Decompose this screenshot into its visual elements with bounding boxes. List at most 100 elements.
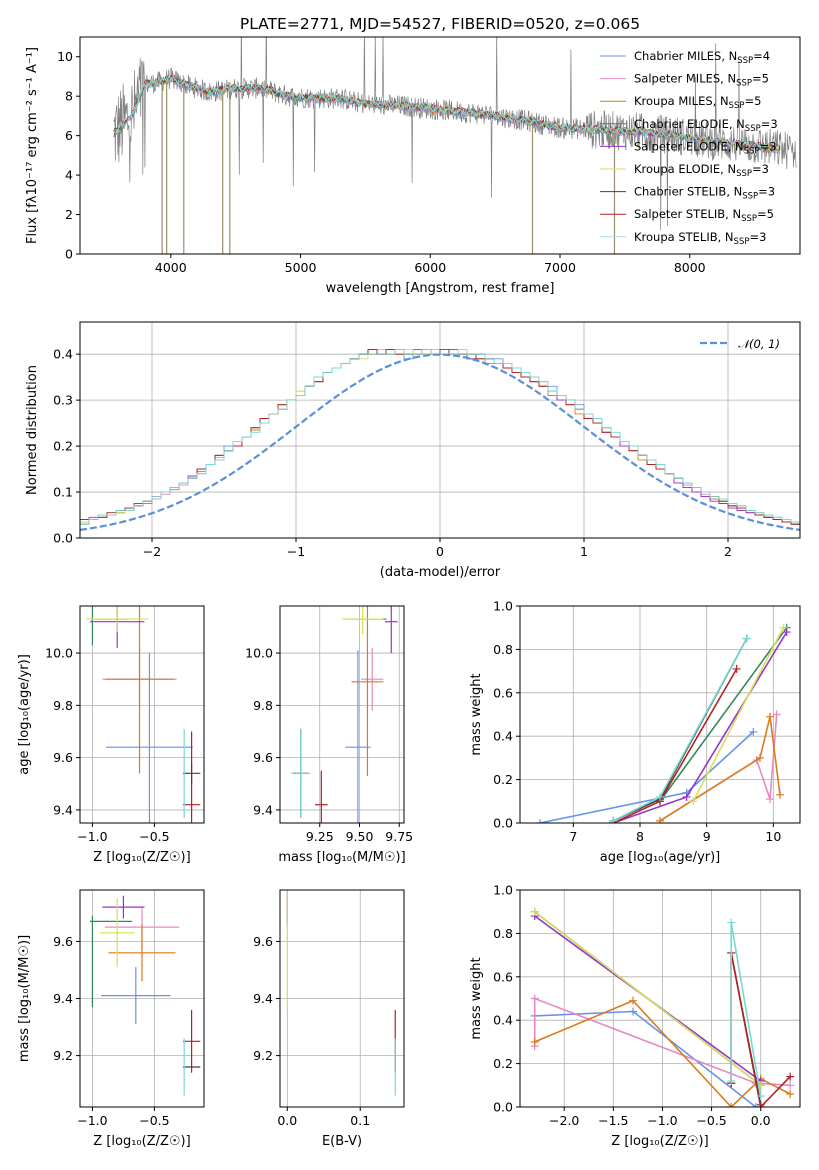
x-tick-label: −1.0 [77, 1113, 107, 1128]
y-tick-label: 9.4 [253, 991, 273, 1006]
x-tick-label: −0.5 [139, 829, 169, 844]
axes-frame [79, 36, 801, 255]
weight-marker [530, 907, 539, 916]
y-tick-label: 9.6 [53, 750, 73, 765]
y-axis-label: mass weight [469, 673, 484, 755]
weight-series-line [659, 716, 781, 822]
y-tick-label: 0.6 [493, 969, 513, 984]
weight-marker [756, 753, 764, 762]
x-tick-label: 10 [765, 829, 781, 844]
x-axis-label: Z [log₁₀(Z/Z☉)] [611, 1134, 708, 1149]
legend-entry: Kroupa MILES, NSSP=5 [634, 94, 761, 111]
y-tick-label: 0.0 [493, 816, 513, 831]
weight-series-line [534, 911, 762, 1086]
x-tick-label: 6000 [414, 260, 446, 275]
y-tick-label: 9.2 [253, 1048, 273, 1063]
y-axis-label: mass [log₁₀(M/M☉)] [17, 935, 32, 1062]
x-tick-label: 9.75 [385, 829, 413, 844]
y-tick-label: 10 [57, 49, 73, 64]
x-tick-label: −1.0 [647, 1113, 677, 1128]
x-axis-label: E(B-V) [322, 1134, 362, 1149]
y-tick-label: 0.8 [493, 642, 513, 657]
y-tick-label: 9.4 [53, 991, 73, 1006]
weight-series-line [613, 631, 788, 823]
x-axis-label: (data-model)/error [380, 565, 501, 580]
age-vs-z-chart: −1.0 −0.5 9.4 9.6 9.8 10.0 Z [log₁₀(Z/Z☉)] age … [17, 605, 205, 865]
x-tick-label: 2 [724, 544, 732, 559]
plot-area [530, 907, 795, 1107]
y-axis-label: mass weight [469, 957, 484, 1039]
x-tick-label: 1 [580, 544, 588, 559]
y-tick-label: 0.2 [53, 439, 73, 454]
y-tick-label: 0.8 [493, 926, 513, 941]
weight-marker [628, 996, 637, 1005]
axes-frame [279, 605, 405, 824]
y-tick-label: 10.0 [45, 646, 73, 661]
weight-marker [530, 994, 539, 1003]
legend-entry: 𝒩(0, 1) [738, 337, 780, 351]
legend-entry: Salpeter MILES, NSSP=5 [634, 72, 769, 89]
x-tick-label: 0.0 [751, 1113, 771, 1128]
weight-marker [727, 1103, 736, 1107]
x-axis-label: mass [log₁₀(M/M☉)] [278, 850, 405, 865]
y-tick-label: 0.2 [493, 1056, 513, 1071]
weight-marker [727, 1076, 736, 1085]
legend-entry: Salpeter ELODIE, NSSP=3 [634, 139, 777, 156]
plot-area [291, 606, 398, 823]
y-tick-label: 9.8 [53, 698, 73, 713]
x-tick-label: −1.5 [598, 1113, 628, 1128]
y-tick-label: 2 [65, 207, 73, 222]
weight-marker [530, 1037, 539, 1046]
weight-marker [656, 792, 664, 801]
legend-entry: Kroupa STELIB, NSSP=3 [634, 230, 766, 247]
x-tick-label: −1 [287, 544, 305, 559]
weight-series-line [659, 627, 788, 802]
mass-vs-z-chart: −1.0 −0.5 9.2 9.4 9.6 Z [log₁₀(Z/Z☉)] mass [lo… [17, 889, 205, 1149]
x-tick-label: 9 [703, 829, 711, 844]
legend-entry: Kroupa ELODIE, NSSP=3 [634, 162, 769, 179]
y-tick-label: 0 [65, 247, 73, 262]
y-tick-label: 0.3 [53, 393, 73, 408]
weight-series-line [692, 627, 785, 802]
observed-spectrum [113, 37, 797, 231]
x-tick-label: −2.0 [549, 1113, 579, 1128]
weight-marker [742, 634, 751, 643]
y-tick-label: 9.6 [53, 934, 73, 949]
y-tick-label: 0.4 [493, 1013, 513, 1028]
y-tick-label: 1.0 [493, 883, 513, 898]
plot-area [286, 890, 396, 1096]
plot-area [89, 895, 201, 1096]
weight-marker [772, 710, 781, 719]
x-tick-label: −2 [143, 544, 161, 559]
weight-marker [779, 623, 788, 632]
weight-vs-age-chart: 7 8 9 10 0.0 0.2 0.4 0.6 0.8 1.0 age [log₁₀(age/yr… [469, 599, 801, 865]
weight-series-line [534, 1010, 757, 1107]
plot-area [80, 349, 800, 538]
y-tick-label: 9.2 [53, 1048, 73, 1063]
axes-frame [519, 605, 801, 824]
x-tick-label: 0 [436, 544, 444, 559]
weight-marker [656, 816, 664, 823]
y-tick-label: 9.4 [253, 802, 273, 817]
y-tick-label: 9.4 [53, 802, 73, 817]
y-tick-label: 9.6 [253, 750, 273, 765]
legend-entry: Chabrier ELODIE, NSSP=3 [634, 117, 778, 134]
weight-series-line [533, 997, 791, 1087]
plot-area [86, 606, 201, 823]
y-tick-label: 0.4 [493, 729, 513, 744]
y-tick-label: 10.0 [245, 646, 273, 661]
x-tick-label: 0.0 [277, 1113, 297, 1128]
y-tick-label: 0.6 [493, 685, 513, 700]
best-model-spectrum [115, 76, 768, 150]
x-axis-label: Z [log₁₀(Z/Z☉)] [93, 850, 190, 865]
legend-entry: Salpeter STELIB, NSSP=5 [634, 207, 774, 224]
y-tick-label: 0.0 [53, 531, 73, 546]
x-tick-label: 0.1 [350, 1113, 370, 1128]
gaussian-curve [80, 353, 800, 531]
x-tick-label: 4000 [155, 260, 187, 275]
weight-vs-z-chart: −2.0 −1.5 −1.0 −0.5 0.0 0.0 0.2 0.4 0.6 0.8 1.0 Z [… [469, 883, 801, 1149]
weight-marker [756, 1103, 765, 1107]
y-tick-label: 8 [65, 89, 73, 104]
y-tick-label: 0.1 [53, 485, 73, 500]
weight-marker [786, 1072, 795, 1081]
